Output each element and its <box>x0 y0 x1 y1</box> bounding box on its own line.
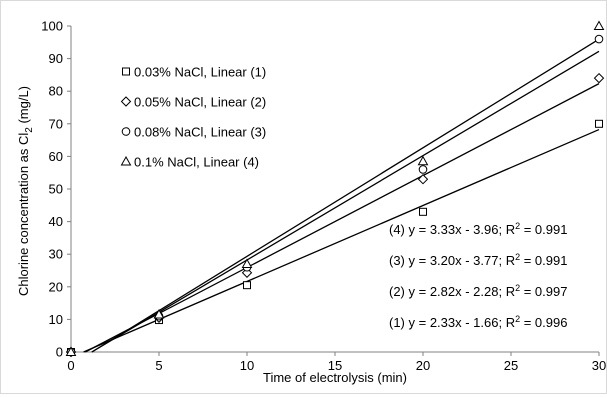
x-tick-label: 25 <box>504 358 518 373</box>
data-point-square <box>419 207 427 216</box>
trend-line <box>91 50 600 353</box>
data-point-circle <box>418 165 428 174</box>
data-point-triangle <box>417 155 429 166</box>
legend-marker-diamond <box>120 96 132 107</box>
data-markers <box>65 20 605 358</box>
r2-value: = 0.991 <box>520 253 567 268</box>
data-point-diamond <box>417 174 429 185</box>
data-point-circle <box>594 34 604 44</box>
y-axis-label: Chlorine concentration as Cl2 (mg/L) <box>16 86 35 296</box>
data-point-square <box>595 119 603 128</box>
y-tick-label: 100 <box>41 19 63 34</box>
x-axis-label: Time of electrolysis (min) <box>263 370 407 385</box>
legend-label: 0.03% NaCl, Linear (1) <box>134 65 266 80</box>
data-point-triangle <box>593 20 605 30</box>
data-point-triangle <box>65 346 77 356</box>
y-tick-label: 50 <box>49 182 63 197</box>
equation-text: (1) y = 2.33x - 1.66; R <box>389 315 515 330</box>
x-tick-label: 5 <box>155 358 162 373</box>
data-point-triangle <box>153 308 165 319</box>
equation-text: (3) y = 3.20x - 3.77; R <box>389 253 515 268</box>
trend-line <box>84 83 600 353</box>
y-tick-label: 10 <box>49 312 63 327</box>
r2-superscript: 2 <box>515 221 520 231</box>
fit-equation: (4) y = 3.33x - 3.96; R2 = 0.991 <box>389 221 567 237</box>
trend-line <box>91 38 600 353</box>
y-tick-label: 90 <box>49 51 63 66</box>
y-tick-label: 30 <box>49 247 63 262</box>
data-point-diamond <box>593 72 605 84</box>
r2-superscript: 2 <box>515 283 520 293</box>
y-axis-label-unit: (mg/L) <box>16 86 31 127</box>
x-tick-label: 15 <box>328 358 342 373</box>
data-point-square <box>243 281 251 290</box>
legend-label: 0.05% NaCl, Linear (2) <box>134 95 266 110</box>
y-tick-label: 40 <box>49 214 63 229</box>
x-tick-label: 0 <box>67 358 74 373</box>
fit-equations: (4) y = 3.33x - 3.96; R2 = 0.991(3) y = … <box>389 221 567 330</box>
y-tick-label: 20 <box>49 279 63 294</box>
trend-line <box>83 128 600 353</box>
legend-label: 0.08% NaCl, Linear (3) <box>134 125 266 140</box>
r2-value: = 0.997 <box>520 284 567 299</box>
y-tick-label: 0 <box>56 345 63 360</box>
x-tick-label: 30 <box>592 358 606 373</box>
r2-superscript: 2 <box>515 314 520 324</box>
fit-lines <box>83 38 600 353</box>
legend: 0.03% NaCl, Linear (1) 0.05% NaCl, Linear… <box>120 65 266 170</box>
fit-equation: (2) y = 2.82x - 2.28; R2 = 0.997 <box>389 283 567 299</box>
y-axis-label-subscript: 2 <box>24 127 35 133</box>
y-axis-label-main: Chlorine concentration as Cl <box>16 133 31 296</box>
data-point-triangle <box>241 258 253 268</box>
fit-equation: (1) y = 2.33x - 1.66; R2 = 0.996 <box>389 314 567 330</box>
x-tick-label: 20 <box>416 358 430 373</box>
tick-labels: 0 10 20 30 40 50 60 70 80 90 100 0 5 10 15 20 25 30 <box>41 19 606 374</box>
x-tick-label: 10 <box>240 358 254 373</box>
legend-marker-square <box>122 67 130 76</box>
y-tick-label: 60 <box>49 149 63 164</box>
legend-label: 0.1% NaCl, Linear (4) <box>134 155 259 170</box>
fit-equation: (3) y = 3.20x - 3.77; R2 = 0.991 <box>389 252 567 268</box>
equation-text: (2) y = 2.82x - 2.28; R <box>389 284 515 299</box>
legend-marker-circle <box>121 127 131 136</box>
y-tick-label: 80 <box>49 84 63 99</box>
r2-value: = 0.991 <box>520 222 567 237</box>
r2-value: = 0.996 <box>520 315 567 330</box>
equation-text: (4) y = 3.33x - 3.96; R <box>389 222 515 237</box>
legend-marker-triangle <box>120 155 132 166</box>
r2-superscript: 2 <box>515 252 520 262</box>
y-tick-label: 70 <box>49 116 63 131</box>
